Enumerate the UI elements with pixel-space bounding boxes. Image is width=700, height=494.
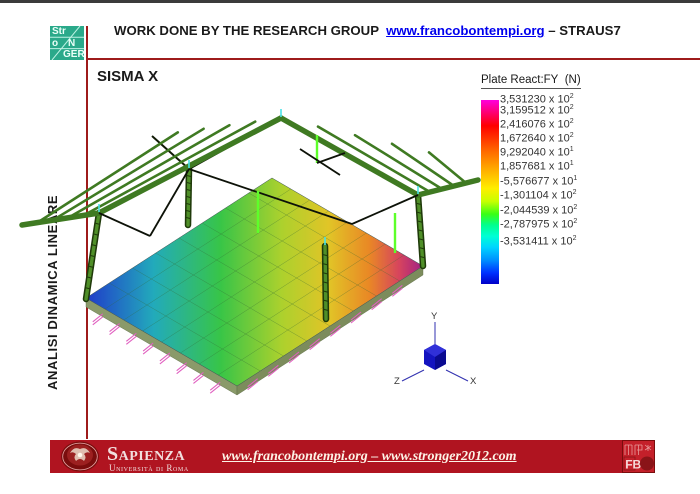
svg-text:Z: Z	[394, 376, 400, 387]
svg-text:Y: Y	[431, 311, 438, 322]
svg-text:X: X	[470, 376, 477, 387]
